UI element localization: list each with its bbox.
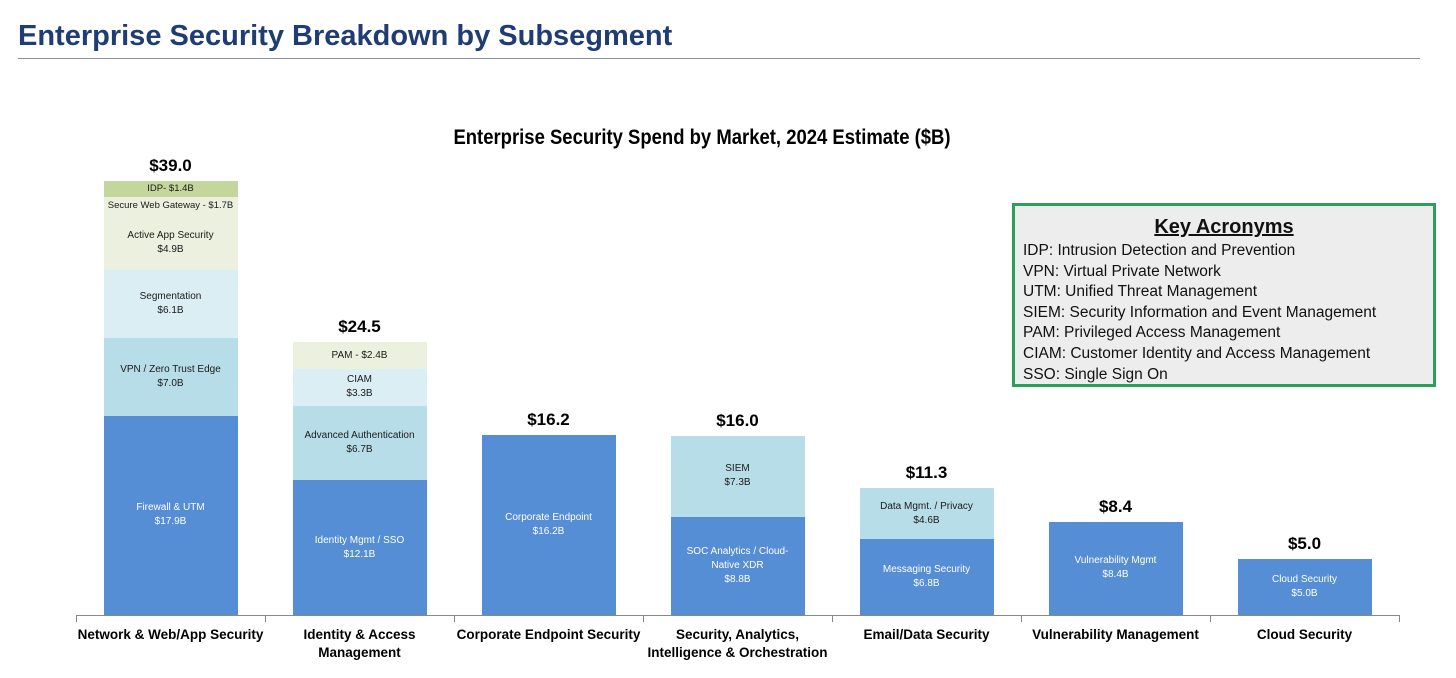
x-tick-label: Security, Analytics, Intelligence & Orch…	[647, 627, 828, 660]
x-axis-tick	[454, 615, 455, 622]
x-tick-label: Identity & Access Management	[303, 627, 416, 660]
bar-segment: Corporate Endpoint $16.2B	[481, 434, 616, 615]
key-item: IDP: Intrusion Detection and Prevention	[1023, 242, 1296, 259]
bar-segment: SIEM $7.3B	[670, 435, 805, 518]
x-axis-tick	[76, 615, 77, 622]
key-item: SSO: Single Sign On	[1023, 365, 1168, 383]
bar-total-label: $8.4	[1098, 496, 1133, 516]
key-acronyms-box: Key Acronyms IDP: Intrusion Detection an…	[1012, 203, 1436, 387]
bar-segment: Active App Security $4.9B	[103, 215, 238, 270]
key-item: PAM: Privileged Access Management	[1023, 324, 1281, 342]
x-axis-tick	[1021, 615, 1022, 622]
bar-segment: CIAM $3.3B	[292, 369, 427, 406]
x-axis-tick	[1399, 615, 1400, 622]
x-axis-tick	[643, 615, 644, 622]
bar-segment: Identity Mgmt / SSO $12.1B	[292, 480, 427, 615]
bar-total-label: $16.2	[527, 409, 570, 429]
key-item: UTM: Unified Threat Management	[1023, 283, 1258, 301]
key-item: SIEM: Security Information and Event Man…	[1023, 303, 1377, 321]
x-axis	[76, 615, 1400, 616]
x-tick-label: Cloud Security	[1256, 627, 1353, 642]
bar-total-label: $16.0	[716, 410, 759, 430]
x-axis-tick	[265, 615, 266, 622]
bar-segment: PAM - $2.4B	[292, 342, 427, 370]
bar-segment: Secure Web Gateway - $1.7B	[103, 196, 238, 216]
key-item: CIAM: Customer Identity and Access Manag…	[1023, 344, 1371, 362]
key-title: Key Acronyms	[1154, 216, 1294, 238]
bar-segment: Advanced Authentication $6.7B	[292, 405, 427, 481]
bar-segment: SOC Analytics / Cloud- Native XDR $8.8B	[670, 517, 805, 615]
bar-total-label: $5.0	[1287, 534, 1322, 554]
bar-segment: Data Mgmt. / Privacy $4.6B	[859, 488, 994, 540]
x-tick-label: Vulnerability Management	[1032, 627, 1199, 642]
bar-total-label: $24.5	[338, 317, 381, 337]
bar-total-label: $11.3	[905, 463, 948, 483]
x-axis-tick	[832, 615, 833, 622]
bar-segment: Vulnerability Mgmt $8.4B	[1048, 521, 1183, 615]
bar-segment: VPN / Zero Trust Edge $7.0B	[103, 337, 238, 416]
x-tick-label: Corporate Endpoint Security	[456, 627, 641, 642]
page-title: Enterprise Security Breakdown by Subsegm…	[18, 20, 673, 52]
x-tick-label: Email/Data Security	[863, 627, 990, 642]
chart-title: Enterprise Security Spend by Market, 202…	[453, 126, 951, 149]
key-item: VPN: Virtual Private Network	[1023, 262, 1221, 280]
x-tick-label: Network & Web/App Security	[77, 627, 264, 642]
bar-segment: Firewall & UTM $17.9B	[103, 415, 238, 615]
title-divider	[18, 58, 1420, 59]
bar-segment: IDP- $1.4B	[103, 181, 238, 197]
bar-total-label: $39.0	[149, 156, 192, 175]
bar-segment: Messaging Security $6.8B	[859, 539, 994, 615]
x-axis-tick	[1210, 615, 1211, 622]
bar-segment: Cloud Security $5.0B	[1237, 559, 1372, 615]
bar-segment: Segmentation $6.1B	[103, 270, 238, 338]
